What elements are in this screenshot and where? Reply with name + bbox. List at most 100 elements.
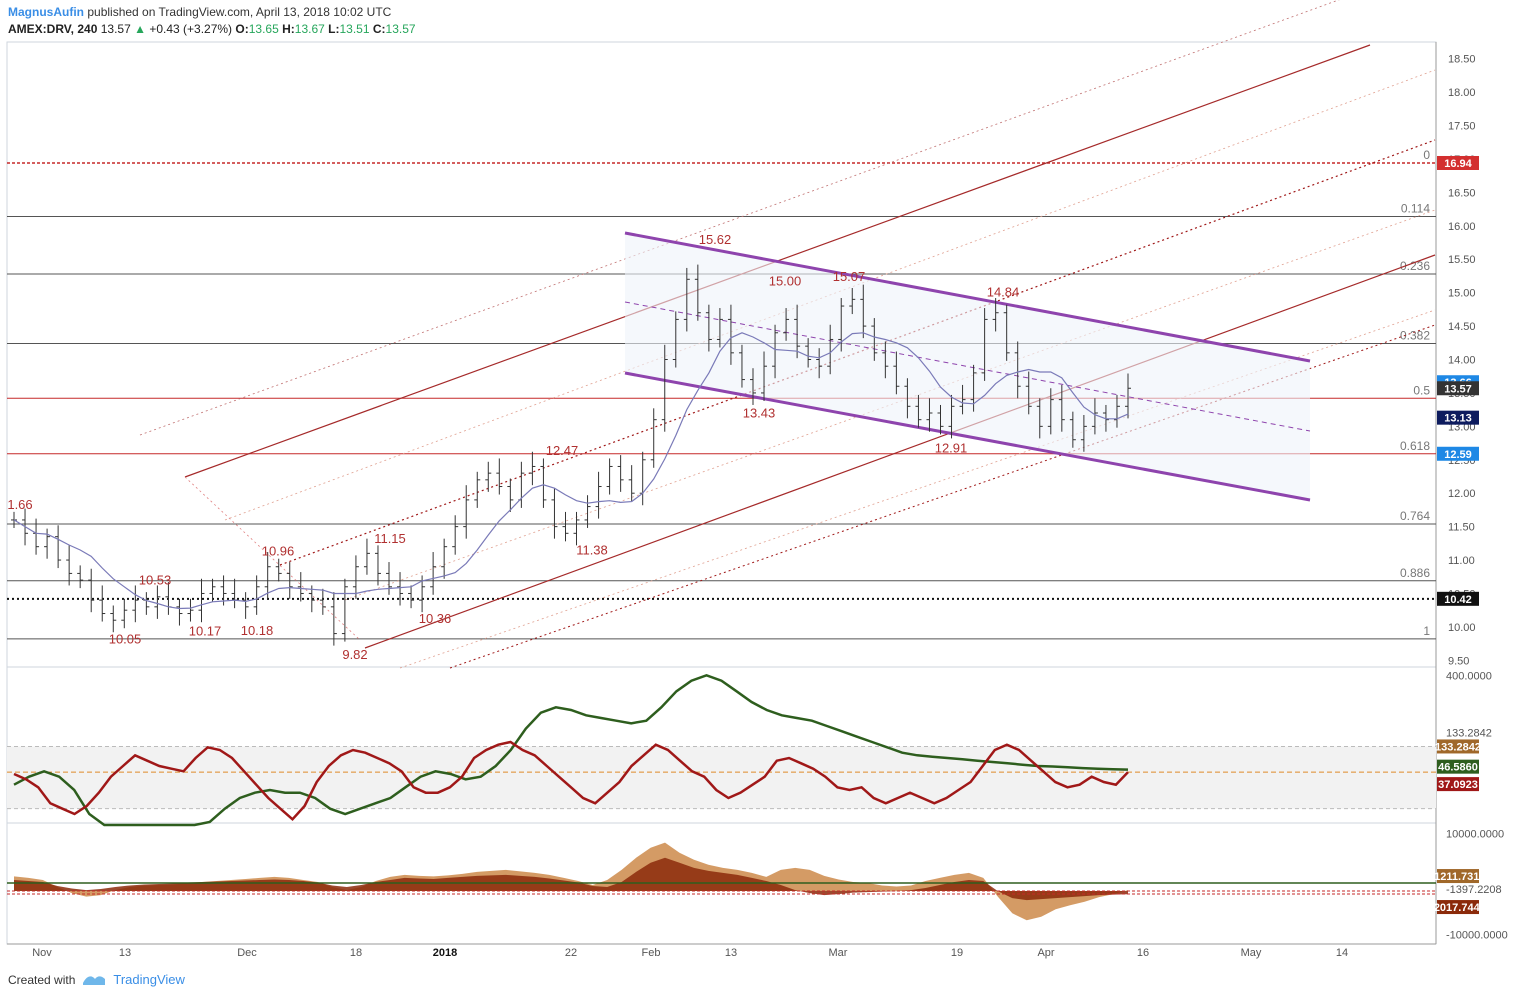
ohlc-bar[interactable]: [319, 588, 326, 615]
ohlc-bar[interactable]: [474, 471, 481, 508]
ohlc-bar[interactable]: [805, 338, 812, 368]
ohlc-bar[interactable]: [904, 378, 911, 419]
ohlc-bar[interactable]: [738, 344, 745, 388]
ohlc-bar[interactable]: [88, 568, 95, 613]
oscillator-red-line[interactable]: [13, 740, 1129, 822]
ohlc-bar[interactable]: [441, 538, 448, 579]
ohlc-bar[interactable]: [1113, 394, 1120, 428]
ohlc-bar[interactable]: [1091, 398, 1098, 435]
ohlc-bar[interactable]: [1014, 341, 1021, 399]
ohlc-bar[interactable]: [352, 555, 359, 599]
ohlc-bar[interactable]: [617, 455, 624, 492]
ohlc-bar[interactable]: [132, 585, 139, 623]
ohlc-bar[interactable]: [1080, 414, 1087, 452]
ohlc-bar[interactable]: [154, 585, 161, 619]
ohlc-bar[interactable]: [187, 598, 194, 622]
ohlc-bar[interactable]: [562, 511, 569, 542]
ohlc-bar[interactable]: [209, 578, 216, 602]
ohlc-bar[interactable]: [275, 558, 282, 582]
ohlc-bar[interactable]: [1047, 388, 1054, 435]
ohlc-bar[interactable]: [231, 578, 238, 609]
ohlc-bar[interactable]: [827, 324, 834, 375]
ohlc-bar[interactable]: [408, 585, 415, 609]
ohlc-bar[interactable]: [948, 394, 955, 439]
ohlc-bar[interactable]: [794, 304, 801, 359]
ohlc-bar[interactable]: [198, 578, 205, 623]
channel-lower-line[interactable]: [624, 371, 1311, 502]
ohlc-bar[interactable]: [176, 598, 183, 626]
ohlc-bar[interactable]: [1025, 371, 1032, 415]
ohlc-bar[interactable]: [816, 348, 823, 379]
ohlc-bar[interactable]: [628, 465, 635, 502]
ohlc-bar[interactable]: [716, 308, 723, 348]
ohlc-bar[interactable]: [573, 511, 580, 546]
ohlc-bar[interactable]: [99, 585, 106, 622]
tradingview-link[interactable]: TradingView: [113, 972, 185, 987]
ohlc-bar[interactable]: [540, 458, 547, 508]
ohlc-bar[interactable]: [893, 351, 900, 395]
ohlc-bar[interactable]: [783, 308, 790, 341]
ohlc-bar[interactable]: [463, 485, 470, 539]
ohlc-bar[interactable]: [66, 545, 73, 586]
ohlc-bar[interactable]: [143, 592, 150, 615]
ohlc-bar[interactable]: [386, 562, 393, 595]
ohlc-bar[interactable]: [672, 311, 679, 368]
ohlc-bar[interactable]: [937, 404, 944, 435]
ohlc-bar[interactable]: [761, 351, 768, 401]
ohlc-bar[interactable]: [297, 572, 304, 602]
ohlc-bar[interactable]: [661, 344, 668, 432]
channel-mid-line[interactable]: [624, 301, 1311, 432]
ohlc-bar[interactable]: [1003, 304, 1010, 361]
ohlc-bar[interactable]: [1069, 411, 1076, 448]
ohlc-bar[interactable]: [452, 515, 459, 555]
ohlc-bar[interactable]: [959, 384, 966, 415]
ohlc-bar[interactable]: [286, 562, 293, 599]
ohlc-bar[interactable]: [772, 324, 779, 379]
pitchfork-line[interactable]: [364, 254, 1436, 649]
ohlc-bar[interactable]: [341, 578, 348, 642]
channel-upper-line[interactable]: [624, 231, 1311, 363]
ohlc-bar[interactable]: [485, 461, 492, 492]
ohlc-bar[interactable]: [1058, 384, 1065, 432]
oscillator-green-line[interactable]: [13, 673, 1129, 827]
histogram-dark-area[interactable]: [14, 857, 1128, 901]
ohlc-bar[interactable]: [926, 398, 933, 432]
ohlc-bar[interactable]: [308, 585, 315, 613]
ohlc-bar[interactable]: [44, 528, 51, 559]
histogram-light-area[interactable]: [14, 842, 1128, 921]
ohlc-bar[interactable]: [507, 478, 514, 512]
ohlc-bar[interactable]: [121, 598, 128, 629]
ohlc-bar[interactable]: [551, 488, 558, 539]
ohlc-bar[interactable]: [639, 451, 646, 506]
ohlc-bar[interactable]: [871, 318, 878, 361]
ohlc-bar[interactable]: [430, 552, 437, 595]
ohlc-bar[interactable]: [374, 545, 381, 586]
ohlc-bar[interactable]: [55, 525, 62, 569]
ohlc-bar[interactable]: [330, 592, 337, 646]
ohlc-bar[interactable]: [981, 308, 988, 381]
ohlc-bar[interactable]: [860, 284, 867, 339]
ohlc-bar[interactable]: [882, 341, 889, 379]
ohlc-bar[interactable]: [496, 458, 503, 495]
ohlc-bar[interactable]: [595, 471, 602, 519]
ohlc-bar[interactable]: [694, 264, 701, 321]
ohlc-bar[interactable]: [915, 394, 922, 428]
ohlc-bar[interactable]: [705, 304, 712, 352]
ohlc-bar[interactable]: [264, 552, 271, 599]
ohlc-bar[interactable]: [606, 458, 613, 495]
ohlc-bar[interactable]: [992, 298, 999, 332]
ohlc-bar[interactable]: [1125, 373, 1131, 419]
ohlc-bar[interactable]: [749, 368, 756, 405]
ohlc-bar[interactable]: [242, 592, 249, 619]
ohlc-bar[interactable]: [584, 495, 591, 528]
author-name[interactable]: MagnusAufin: [8, 5, 84, 19]
ohlc-bar[interactable]: [397, 572, 404, 606]
symbol-interval[interactable]: AMEX:DRV, 240: [8, 22, 98, 36]
ohlc-bar[interactable]: [849, 287, 856, 315]
ohlc-bar[interactable]: [727, 304, 734, 365]
moving-average-line[interactable]: [13, 332, 1129, 610]
pitchfork-line[interactable]: [449, 324, 1436, 669]
ohlc-bar[interactable]: [1036, 398, 1043, 439]
ohlc-bar[interactable]: [683, 267, 690, 332]
